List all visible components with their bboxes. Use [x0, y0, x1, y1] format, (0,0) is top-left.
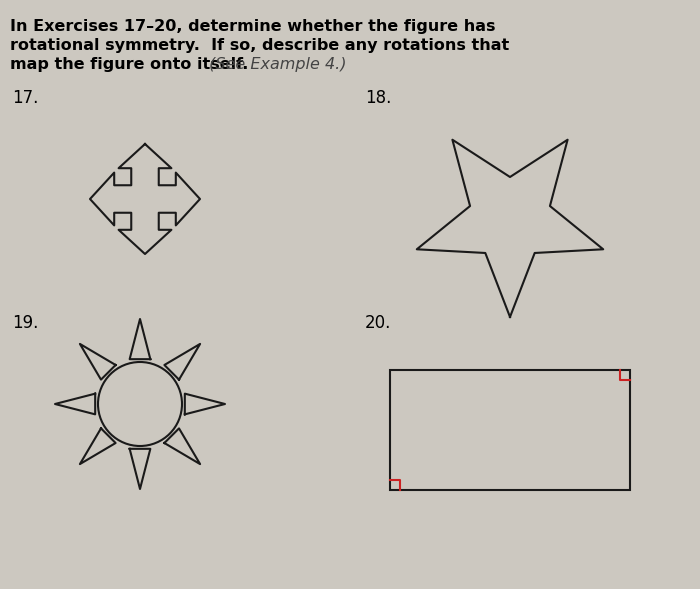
Text: (See Example 4.): (See Example 4.)	[204, 57, 346, 72]
Text: In Exercises 17–20, determine whether the figure has: In Exercises 17–20, determine whether th…	[10, 19, 496, 34]
Bar	[390, 370, 630, 490]
Text: 17.: 17.	[12, 89, 38, 107]
Text: rotational symmetry.  If so, describe any rotations that: rotational symmetry. If so, describe any…	[10, 38, 510, 53]
Text: 18.: 18.	[365, 89, 391, 107]
Text: 19.: 19.	[12, 314, 38, 332]
Text: 20.: 20.	[365, 314, 391, 332]
Text: map the figure onto itself.: map the figure onto itself.	[10, 57, 248, 72]
